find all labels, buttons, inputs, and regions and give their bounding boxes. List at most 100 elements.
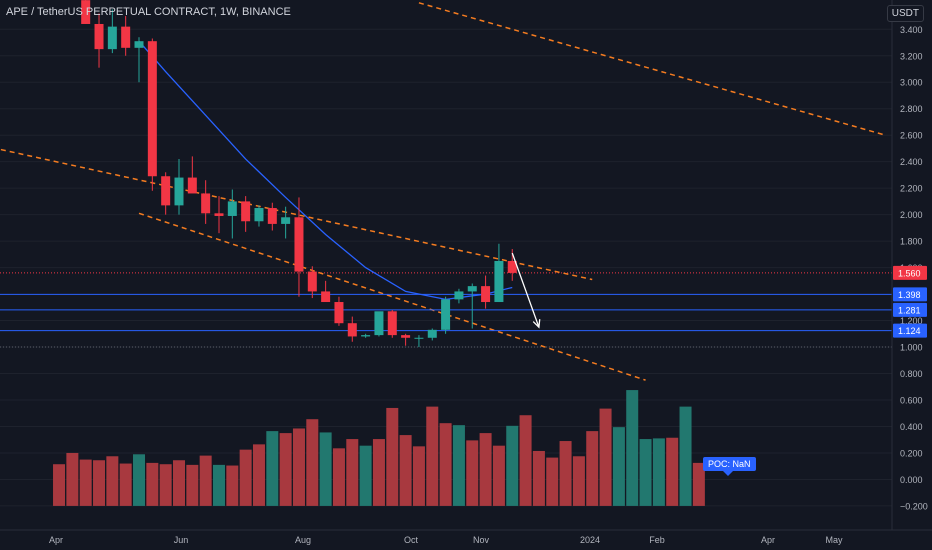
candle-body (307, 271, 317, 292)
volume-bar (399, 435, 412, 506)
y-tick-label: 3.200 (900, 51, 923, 61)
volume-bar (652, 438, 665, 506)
x-tick-label: Feb (649, 535, 665, 545)
y-tick-label: 1.000 (900, 343, 923, 353)
volume-bar (532, 450, 545, 506)
volume-bar (93, 460, 106, 506)
candle-body (241, 201, 251, 222)
candle-body (374, 311, 384, 336)
level-label: 1.281 (898, 305, 921, 315)
x-tick-label: Aug (295, 535, 311, 545)
volume-bar (626, 390, 639, 506)
poc-label: POC: NaN (703, 457, 756, 476)
volume-bar (572, 456, 585, 506)
volume-bar (66, 452, 79, 506)
candle-body (401, 335, 411, 338)
volume-bar (306, 419, 319, 506)
volume-bar (426, 406, 439, 506)
candle-body (121, 26, 131, 48)
x-tick-label: Apr (49, 535, 63, 545)
volume-bar (79, 459, 92, 506)
volume-bar (412, 446, 425, 506)
candle-body (174, 177, 184, 206)
candle-body (214, 213, 224, 216)
time-axis[interactable]: Apr Jun Aug Oct Nov 2024 Feb Apr May (0, 529, 932, 545)
volume-bar (359, 445, 372, 506)
volume-bar (292, 428, 305, 506)
projection-arrow (511, 252, 541, 329)
candle-body (147, 41, 157, 177)
volume-bar (252, 444, 265, 506)
y-tick-label: 1.200 (900, 316, 923, 326)
y-tick-label: 2.400 (900, 157, 923, 167)
x-tick-label: Oct (404, 535, 419, 545)
y-tick-label: 0.600 (900, 396, 923, 406)
candle-body (427, 329, 437, 338)
moving-average (138, 40, 513, 301)
candle-body (267, 208, 277, 224)
level-label-box (893, 302, 927, 317)
volume-bar (692, 462, 705, 506)
volume-bar (599, 408, 612, 506)
volume-bar (319, 432, 332, 506)
volume-bar (679, 406, 692, 506)
y-tick-label: −0.200 (900, 501, 928, 511)
y-tick-label: 1.800 (900, 237, 923, 247)
candle-body (334, 302, 344, 324)
trendline (418, 2, 886, 136)
volume-bar (186, 464, 199, 506)
volume-bar (53, 464, 66, 506)
volume-bar (279, 433, 292, 506)
candle-body (414, 337, 424, 339)
y-tick-label: 2.200 (900, 184, 923, 194)
volume-bar (159, 464, 172, 506)
candle-body (201, 193, 211, 214)
volume-bar (386, 407, 399, 506)
y-tick-label: 0.200 (900, 448, 923, 458)
candle-body (481, 286, 491, 303)
candle-body (454, 291, 464, 300)
chart-title: APE / TetherUS PERPETUAL CONTRACT, 1W, B… (6, 6, 291, 18)
candle-body (467, 286, 477, 292)
volume-bar (226, 465, 239, 506)
arrow-head (532, 319, 541, 329)
candle-body (361, 335, 371, 337)
volume-bar (479, 433, 492, 506)
candle-body (94, 23, 104, 50)
volume-bars (53, 390, 705, 506)
volume-bar (146, 462, 159, 506)
y-tick-label: 2.800 (900, 104, 923, 114)
volume-bar (546, 457, 559, 506)
x-tick-label: Nov (473, 535, 490, 545)
volume-bar (506, 425, 519, 506)
volume-bar (612, 427, 625, 506)
candle-body (494, 260, 504, 303)
volume-bar (106, 456, 119, 506)
trendline (0, 148, 593, 281)
x-tick-label: May (825, 535, 843, 545)
currency-label[interactable]: USDT (886, 5, 924, 22)
volume-bar (266, 431, 279, 506)
y-tick-label: 2.000 (900, 210, 923, 220)
candle-body (507, 260, 517, 273)
candle-body (281, 217, 291, 224)
candle-body (107, 26, 117, 50)
volume-bar (586, 431, 599, 506)
volume-bar (559, 441, 572, 506)
candle-body (254, 208, 264, 222)
arrow-shaft (511, 252, 540, 328)
y-tick-label: 3.400 (900, 25, 923, 35)
candle-body (441, 299, 451, 330)
x-tick-label: Apr (761, 535, 775, 545)
candle-body (81, 0, 91, 24)
current-price-box (893, 265, 927, 280)
level-label: 1.398 (898, 290, 921, 300)
volume-bar (239, 449, 252, 506)
price-axis[interactable]: 3.400 3.200 3.000 2.800 2.600 2.400 2.200 2.000… (891, 0, 928, 530)
volume-bar (119, 463, 132, 506)
current-price-label: 1.560 (898, 268, 921, 278)
level-label: 1.124 (898, 326, 921, 336)
candle-body (294, 217, 304, 272)
level-label-box (893, 323, 927, 338)
